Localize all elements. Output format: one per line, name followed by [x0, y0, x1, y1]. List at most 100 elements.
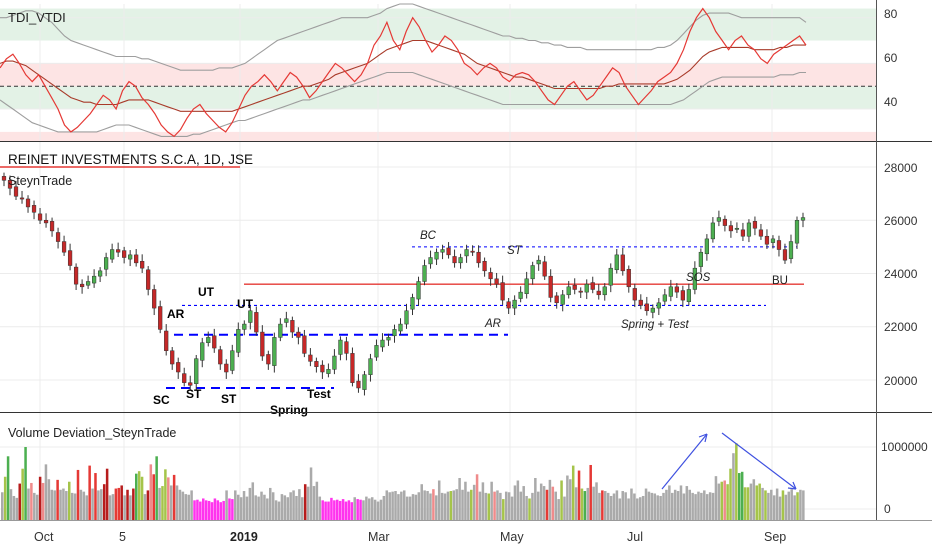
- right-price-scale[interactable]: 80 60 40 28000 26000 24000 22000 20000 1…: [881, 7, 928, 516]
- price-tick-22000: 22000: [884, 320, 918, 334]
- volume-bar: [312, 486, 316, 520]
- candle: [476, 245, 481, 268]
- volume-bar: [140, 476, 144, 520]
- candle-body: [362, 374, 367, 390]
- volume-bar: [85, 495, 88, 520]
- volume-bar: [662, 492, 665, 520]
- volume-bar: [236, 494, 240, 520]
- candle-body: [230, 350, 235, 371]
- candle-body: [566, 286, 571, 296]
- candle: [188, 375, 193, 391]
- volume-panel[interactable]: Volume Deviation_SteynTrade: [0, 413, 876, 520]
- volume-bar: [784, 494, 788, 520]
- candle-body: [494, 278, 499, 285]
- candle: [122, 246, 127, 264]
- volume-bar: [97, 490, 100, 520]
- candle-body: [602, 286, 607, 296]
- candle-body: [260, 331, 265, 357]
- candle: [344, 336, 349, 361]
- volume-bar: [720, 481, 724, 520]
- candle-body: [608, 267, 613, 286]
- volume-bar: [356, 499, 359, 520]
- tdi-panel[interactable]: TDI_VTDI: [0, 3, 876, 141]
- volume-bar: [59, 489, 62, 520]
- candle: [752, 216, 758, 236]
- candle-body: [674, 286, 679, 293]
- volume-bar: [592, 486, 595, 520]
- candle-body: [596, 290, 601, 296]
- time-axis[interactable]: Oct 5 2019 Mar May Jul Sep: [34, 530, 786, 544]
- tdi-tick-80: 80: [884, 7, 898, 21]
- volume-bar: [283, 495, 287, 520]
- candle-body: [662, 294, 667, 302]
- volume-bar: [336, 499, 339, 520]
- volume-bar: [400, 491, 403, 520]
- annotation-sc: SC: [153, 393, 170, 407]
- price-tick-24000: 24000: [884, 267, 918, 281]
- candle: [746, 219, 752, 243]
- volume-bar: [152, 474, 155, 520]
- candle: [350, 347, 355, 387]
- volume-bar: [56, 479, 59, 520]
- candle-body: [776, 240, 782, 250]
- candle: [308, 348, 313, 367]
- volume-bar: [24, 447, 27, 520]
- price-levels: [166, 246, 804, 389]
- volume-bar: [604, 491, 607, 520]
- volume-bar: [440, 492, 444, 520]
- volume-bar: [443, 493, 447, 520]
- volume-bar: [545, 489, 549, 520]
- candle-body: [728, 225, 734, 232]
- price-panel[interactable]: REINET INVESTMENTS S.C.A, 1D, JSE SteynT…: [0, 142, 876, 417]
- volume-bar: [656, 495, 659, 520]
- candle: [218, 345, 223, 370]
- candle: [488, 267, 493, 286]
- candle: [134, 249, 139, 267]
- candle-body: [746, 222, 752, 237]
- tdi-upper-band: [0, 3, 807, 71]
- tdi-tick-40: 40: [884, 95, 898, 109]
- volume-bar: [30, 482, 33, 520]
- volume-bar: [94, 473, 97, 520]
- volume-bar: [193, 500, 196, 520]
- volume-bar: [671, 492, 674, 520]
- candle-body: [452, 256, 457, 264]
- volume-bar: [539, 483, 543, 520]
- volume-bar: [621, 491, 624, 520]
- candle-body: [338, 339, 343, 355]
- volume-bar: [738, 473, 741, 520]
- candle-body: [488, 272, 493, 280]
- candle-body: [116, 249, 121, 253]
- candle: [614, 249, 619, 274]
- volume-bar: [298, 489, 301, 520]
- arrowhead-up-icon: [698, 433, 708, 443]
- candle-body: [524, 278, 529, 294]
- candle-body: [548, 275, 553, 298]
- candle: [152, 284, 157, 316]
- candle-body: [620, 254, 625, 272]
- tdi-lower-band: [0, 71, 806, 137]
- candle-body: [518, 291, 523, 299]
- volume-bar: [117, 487, 121, 520]
- candle: [212, 328, 217, 353]
- candle: [314, 357, 319, 373]
- candle-body: [170, 350, 175, 365]
- volume-bar: [137, 471, 141, 520]
- candle-body: [236, 329, 241, 353]
- candle: [230, 344, 235, 375]
- annotation-ut-2: UT: [237, 297, 254, 311]
- candle: [7, 175, 13, 196]
- candle-body: [73, 266, 79, 285]
- volume-bar: [703, 490, 706, 520]
- volume-bar: [484, 492, 488, 520]
- volume-bar: [242, 491, 246, 520]
- candle-body: [614, 254, 619, 271]
- volume-bar: [580, 488, 584, 520]
- volume-bar: [432, 489, 435, 520]
- candle: [500, 275, 505, 305]
- volume-bar: [178, 489, 182, 520]
- candle: [37, 208, 43, 224]
- volume-bar: [38, 476, 42, 520]
- annotation-test: Test: [307, 387, 331, 401]
